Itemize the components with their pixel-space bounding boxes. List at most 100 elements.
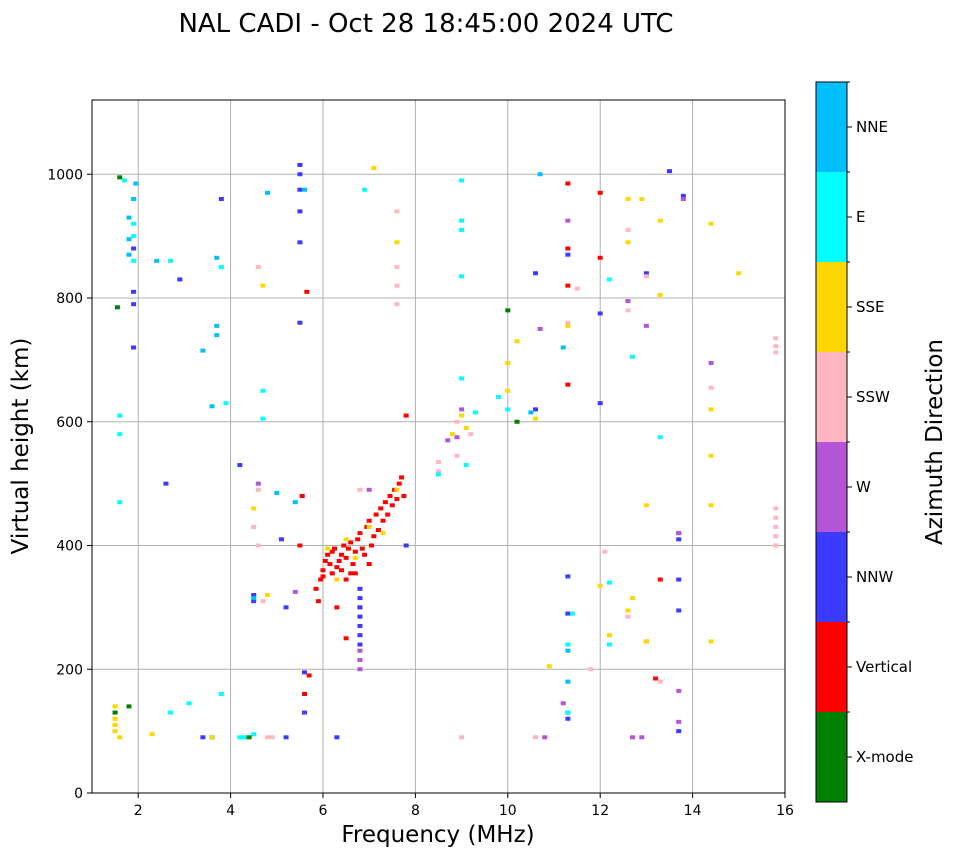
point-w: [255, 481, 261, 486]
point-nne: [302, 187, 308, 192]
point-e: [436, 472, 441, 477]
point-sse: [643, 503, 649, 508]
point-e: [241, 735, 247, 740]
point-e: [260, 388, 266, 393]
colorbar-label-nnw: NNW: [856, 568, 893, 586]
point-w: [639, 735, 645, 740]
point-nnw: [237, 463, 243, 468]
point-vertical: [332, 546, 338, 551]
point-vertical: [396, 481, 402, 486]
colorbar-frame: [815, 81, 848, 803]
point-nnw: [131, 302, 137, 307]
colorbar-label-nne: NNE: [856, 118, 888, 136]
point-e: [606, 642, 612, 647]
point-w: [676, 719, 682, 724]
point-vertical: [403, 413, 409, 418]
point-ssw: [773, 534, 779, 539]
colorbar-label-ssw: SSW: [856, 388, 890, 406]
point-e: [121, 178, 127, 183]
point-w: [542, 735, 548, 740]
point-nne: [214, 333, 220, 338]
colorbar-swatch: [816, 442, 847, 532]
point-sse: [639, 197, 645, 201]
point-e: [362, 187, 368, 192]
point-nne: [209, 404, 215, 409]
point-nne: [214, 255, 220, 260]
point-vertical: [399, 475, 405, 480]
point-e: [117, 432, 123, 437]
point-ssw: [773, 515, 779, 520]
point-nnw: [297, 320, 303, 325]
point-vertical: [362, 552, 368, 557]
point-nne: [214, 323, 220, 328]
point-sse: [514, 339, 520, 344]
point-w: [445, 438, 451, 443]
point-sse: [343, 537, 349, 542]
point-ssw: [773, 350, 779, 355]
point-nne: [565, 679, 571, 684]
point-nnw: [357, 614, 363, 619]
point-e: [260, 416, 266, 421]
point-vertical: [565, 283, 571, 288]
point-x-mode: [117, 175, 123, 180]
point-e: [131, 258, 137, 263]
point-e: [463, 463, 469, 468]
point-vertical: [373, 512, 379, 517]
point-nnw: [357, 596, 363, 601]
point-vertical: [327, 562, 333, 567]
point-e: [459, 376, 465, 381]
point-nnw: [565, 716, 571, 721]
point-nnw: [357, 642, 363, 647]
point-sse: [112, 729, 118, 734]
point-sse: [459, 413, 465, 418]
point-sse: [265, 593, 271, 597]
point-vertical: [565, 382, 571, 387]
point-e: [459, 227, 465, 232]
point-w: [560, 701, 566, 706]
point-w: [565, 218, 571, 223]
point-w: [357, 667, 363, 672]
point-ssw: [625, 308, 631, 313]
point-sse: [366, 524, 372, 529]
point-nnw: [676, 577, 682, 582]
point-nnw: [302, 670, 308, 675]
colorbar-swatch: [816, 532, 847, 622]
point-nnw: [565, 574, 571, 579]
point-sse: [394, 240, 400, 245]
point-vertical: [380, 518, 386, 523]
point-e: [131, 234, 137, 239]
point-e: [459, 274, 465, 279]
plot-frame: [91, 99, 786, 794]
point-nnw: [297, 172, 303, 177]
point-nne: [565, 648, 571, 653]
point-nnw: [533, 271, 539, 276]
point-ssw: [454, 419, 460, 424]
point-w: [625, 299, 631, 304]
point-nnw: [597, 311, 603, 316]
point-nnw: [283, 605, 289, 610]
point-e: [117, 500, 123, 505]
point-sse: [630, 596, 636, 601]
point-x-mode: [114, 305, 120, 310]
point-x-mode: [514, 419, 520, 424]
point-nnw: [403, 543, 409, 548]
point-vertical: [343, 555, 349, 560]
point-ssw: [533, 735, 539, 740]
y-axis-ticks: 0 200 400 600 800 1000: [47, 167, 92, 802]
point-nnw: [643, 271, 649, 276]
point-vertical: [355, 537, 361, 542]
point-w: [537, 326, 543, 331]
point-ssw: [255, 265, 261, 270]
point-vertical: [325, 552, 331, 557]
point-vertical: [343, 636, 349, 641]
point-sse: [657, 218, 663, 223]
point-vertical: [357, 531, 363, 536]
point-ssw: [625, 614, 631, 619]
point-e: [496, 395, 502, 399]
point-nnw: [565, 611, 571, 616]
point-ssw: [454, 453, 460, 458]
point-vertical: [565, 246, 571, 251]
y-tick-label: 600: [56, 415, 83, 431]
x-tick-label: 10: [499, 803, 517, 819]
